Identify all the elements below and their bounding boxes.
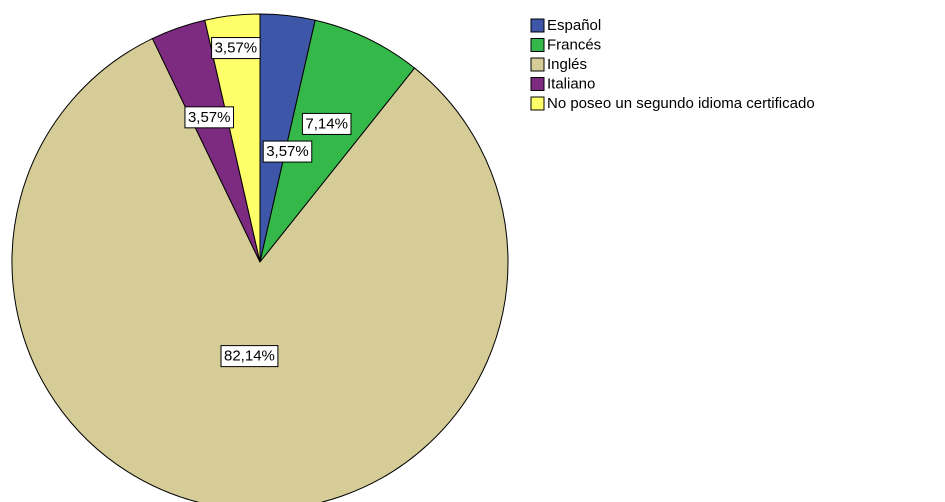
legend-swatch [530, 18, 545, 33]
legend-label: Francés [547, 36, 601, 53]
pie-slice [204, 13, 261, 263]
data-label-box [220, 345, 279, 368]
data-label: 3,57% [266, 143, 309, 160]
data-label-box [301, 112, 352, 135]
legend-label: No poseo un segundo idioma certificado [547, 95, 815, 112]
data-label: 7,14% [305, 115, 348, 132]
data-label: 3,57% [188, 109, 231, 126]
data-label-box [262, 140, 313, 163]
data-label-box [211, 37, 261, 60]
legend-swatch [530, 96, 545, 111]
legend-label: Inglés [547, 56, 587, 73]
legend-swatch [530, 77, 545, 91]
data-label: 3,57% [215, 40, 258, 57]
legend-label: Español [547, 17, 601, 34]
pie-slice [259, 19, 416, 263]
data-label: 82,14% [224, 348, 275, 365]
legend-label: Italiano [547, 75, 595, 92]
legend-swatch [530, 38, 545, 52]
legend-swatch [530, 57, 545, 72]
pie-slice [11, 37, 509, 502]
data-label-box [184, 106, 235, 129]
